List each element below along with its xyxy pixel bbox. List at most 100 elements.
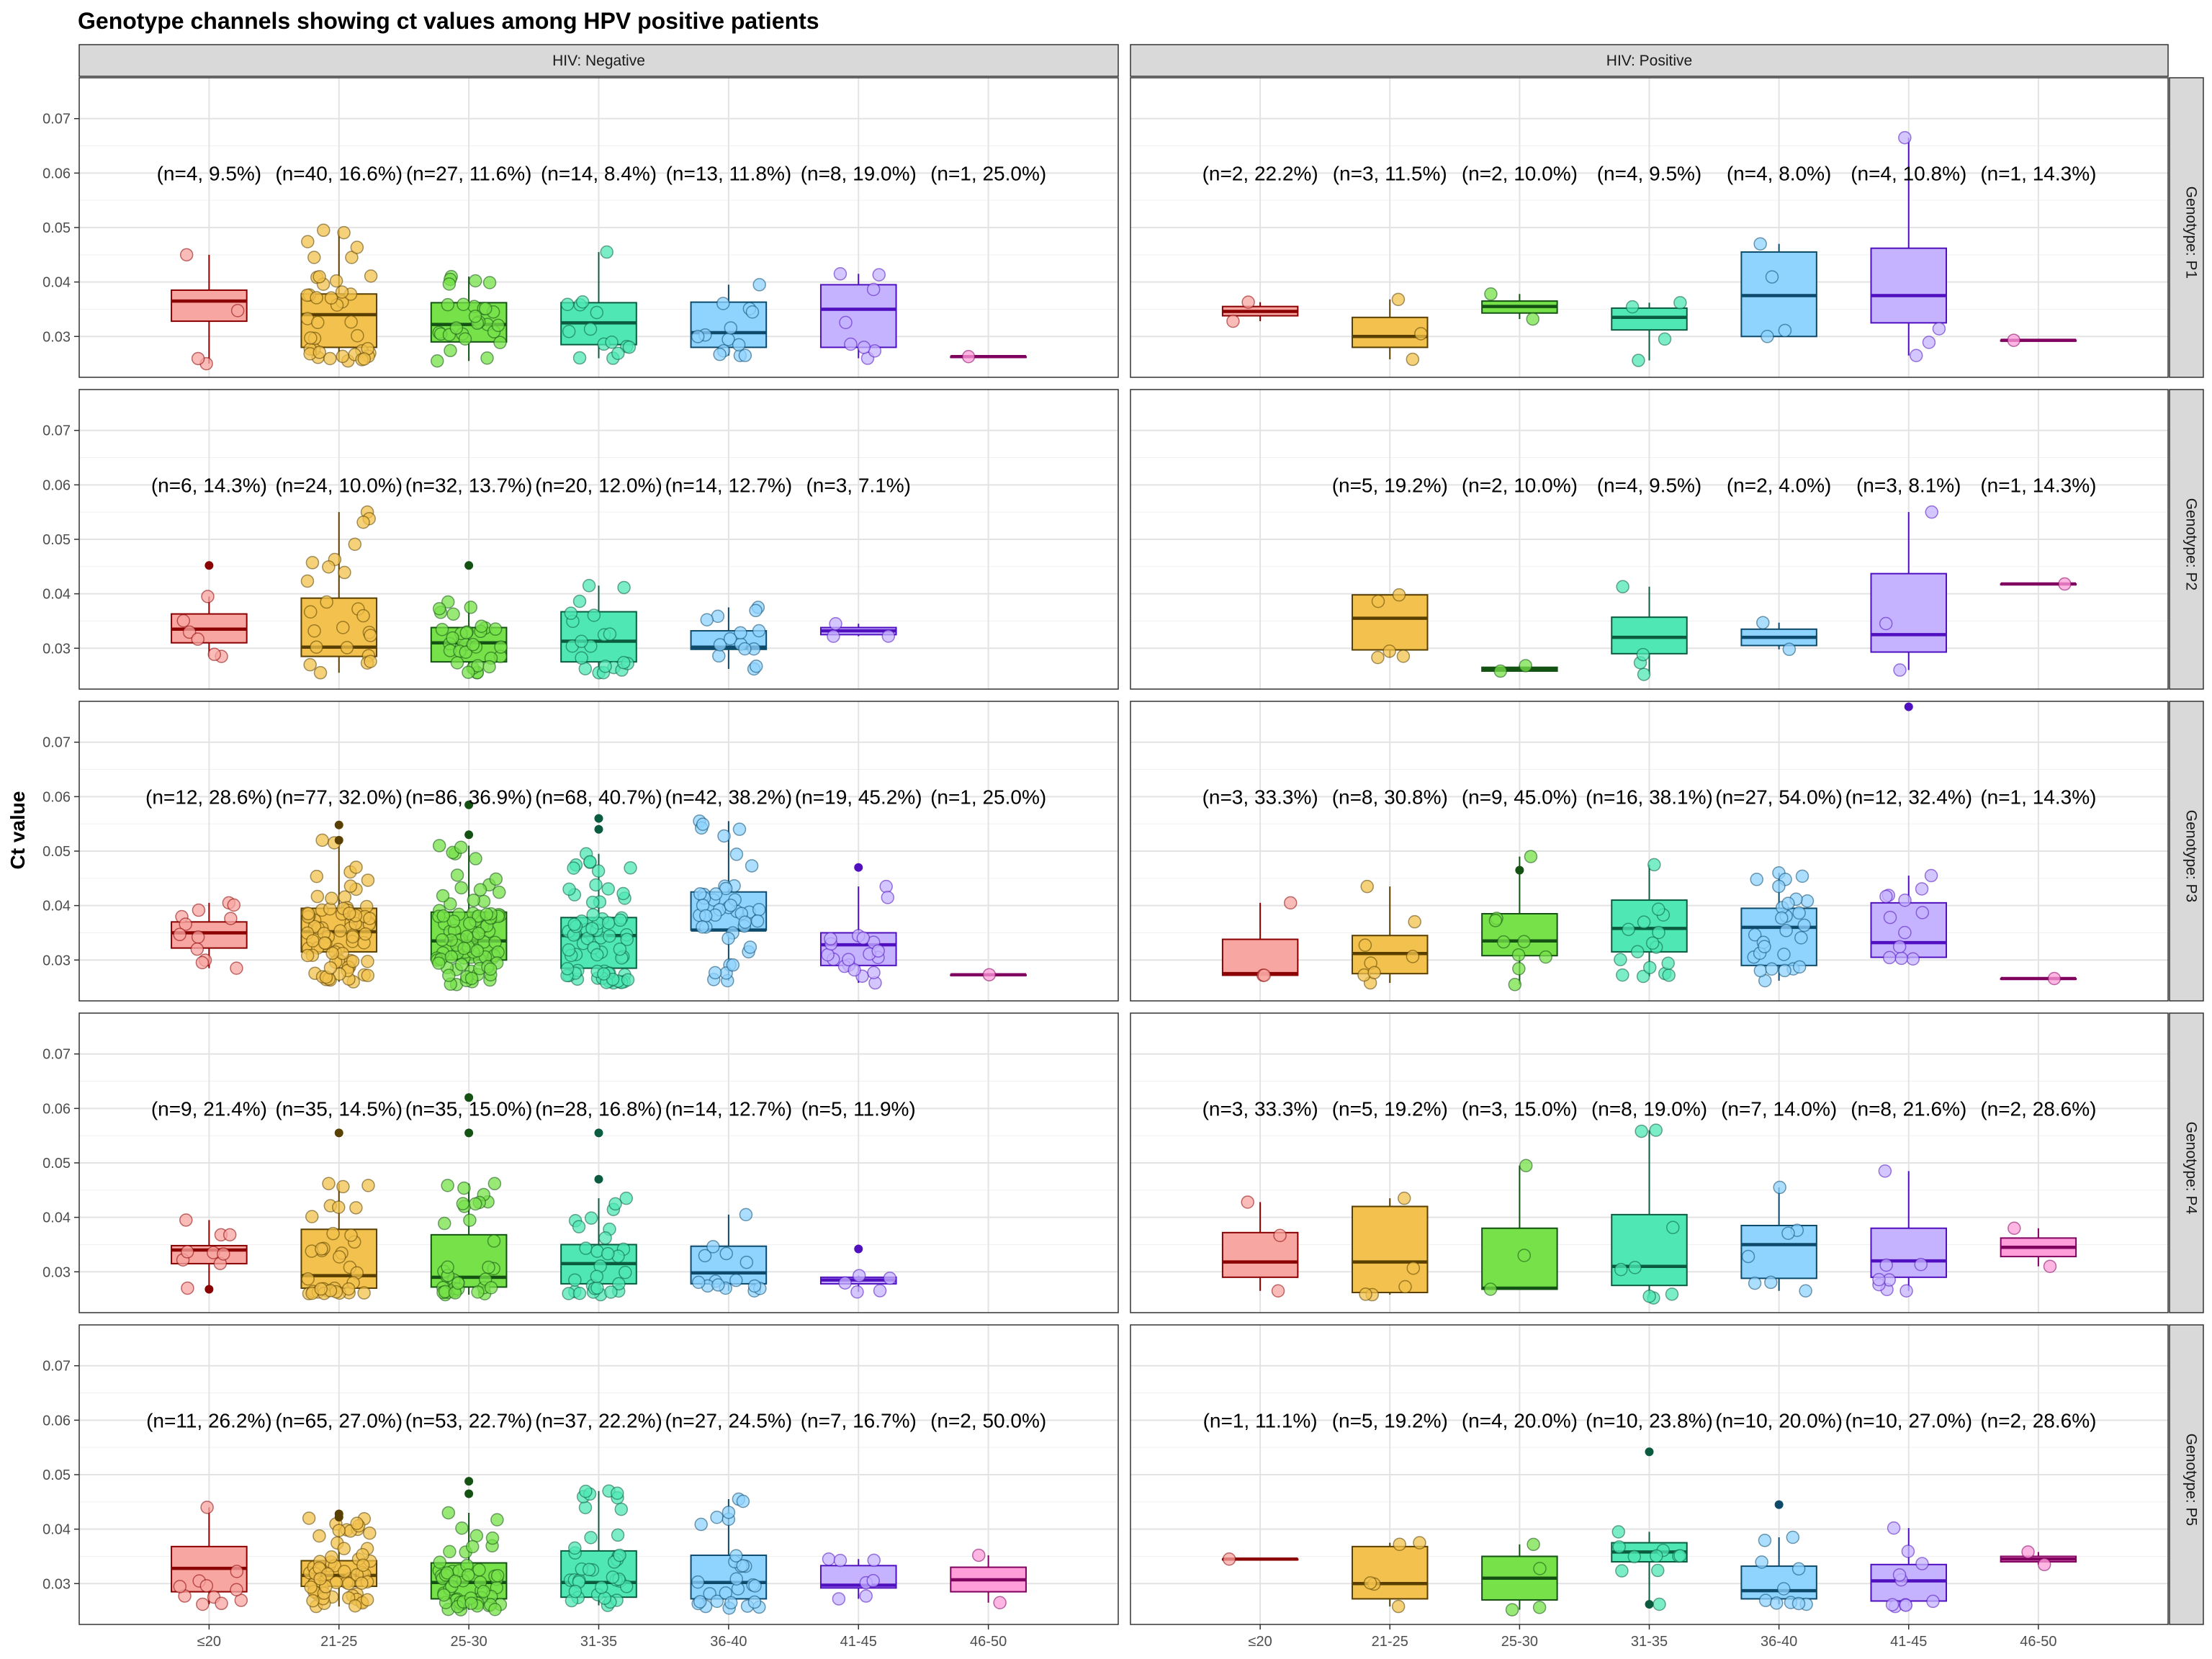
- data-point: [608, 1197, 622, 1211]
- data-point: [1241, 295, 1255, 309]
- data-point: [1392, 588, 1406, 602]
- data-point: [1879, 1258, 1893, 1272]
- count-annotation: (n=27, 54.0%): [1715, 786, 1843, 808]
- data-point: [560, 962, 575, 976]
- data-point: [2021, 1545, 2035, 1559]
- count-annotation: (n=27, 24.5%): [665, 1409, 793, 1431]
- data-point: [1665, 1287, 1679, 1301]
- data-point: [613, 1548, 626, 1563]
- data-point: [743, 940, 757, 954]
- data-point: [1781, 896, 1795, 910]
- data-point: [215, 1596, 228, 1611]
- data-point: [1906, 952, 1920, 966]
- facet-panel: (n=4, 9.5%) (n=40, 16.6%) (n=27, 11.6%) (n=…: [78, 77, 1119, 378]
- data-point: [1872, 1272, 1886, 1287]
- data-point: [1358, 938, 1372, 952]
- data-point: [336, 621, 350, 634]
- x-tick-label: 41-45: [1890, 1634, 1927, 1650]
- data-point: [1241, 1195, 1254, 1209]
- data-point: [587, 608, 601, 622]
- data-point: [323, 351, 337, 366]
- data-point: [1932, 322, 1946, 336]
- data-point: [191, 930, 205, 944]
- data-point: [1652, 925, 1665, 940]
- data-point: [1496, 935, 1511, 949]
- y-tick-label: 0.04: [42, 899, 71, 914]
- data-point: [302, 1511, 316, 1525]
- outlier-point: [334, 1512, 343, 1521]
- count-annotation: (n=1, 11.1%): [1203, 1409, 1318, 1431]
- data-point: [604, 1285, 618, 1299]
- data-point: [1894, 951, 1908, 966]
- y-tick-label: 0.03: [42, 329, 71, 345]
- data-point: [2047, 971, 2062, 986]
- count-annotation: (n=35, 14.5%): [275, 1097, 403, 1120]
- count-annotation: (n=3, 33.3%): [1202, 786, 1318, 808]
- data-point: [361, 1179, 375, 1192]
- data-point: [336, 349, 350, 364]
- data-point: [1758, 1534, 1772, 1547]
- data-point: [749, 603, 763, 618]
- data-point: [1753, 237, 1767, 251]
- data-point: [560, 297, 575, 311]
- data-point: [344, 1228, 358, 1242]
- data-point: [305, 556, 320, 570]
- y-tick-label: 0.06: [42, 1101, 71, 1117]
- data-point: [456, 1197, 470, 1210]
- count-annotation: (n=2, 50.0%): [930, 1409, 1046, 1431]
- count-annotation: (n=65, 27.0%): [275, 1409, 403, 1431]
- y-tick-label: 0.05: [42, 1467, 71, 1483]
- outlier-point: [204, 561, 214, 570]
- data-point: [1673, 296, 1687, 310]
- count-annotation: (n=1, 25.0%): [930, 162, 1046, 184]
- count-annotation: (n=4, 9.5%): [1597, 162, 1702, 184]
- data-point: [579, 1241, 593, 1255]
- data-point: [622, 340, 637, 354]
- data-point: [833, 1553, 848, 1568]
- data-point: [326, 1226, 340, 1241]
- data-point: [337, 225, 351, 240]
- count-annotation: (n=6, 14.3%): [151, 474, 267, 496]
- data-point: [357, 352, 372, 366]
- data-point: [1778, 963, 1791, 978]
- data-point: [300, 574, 315, 588]
- data-point: [844, 337, 858, 351]
- data-point: [432, 839, 446, 853]
- data-point: [446, 607, 460, 621]
- data-point: [839, 315, 853, 330]
- data-point: [457, 1181, 471, 1195]
- y-tick-label: 0.06: [42, 166, 71, 181]
- data-point: [313, 346, 326, 359]
- data-point: [432, 956, 446, 970]
- count-annotation: (n=3, 7.1%): [806, 474, 911, 496]
- outlier-point: [594, 1128, 603, 1138]
- data-point: [355, 1576, 369, 1591]
- data-point: [871, 944, 885, 958]
- data-point: [441, 297, 455, 312]
- data-point: [350, 1516, 364, 1530]
- column-strip-label: HIV: Positive: [1606, 53, 1692, 69]
- data-point: [601, 882, 615, 896]
- data-point: [435, 933, 449, 947]
- data-point: [1517, 935, 1531, 948]
- outlier-point: [854, 863, 863, 872]
- facet-panel: (n=1, 11.1%) (n=5, 19.2%) (n=4, 20.0%) (n=1…: [1130, 1324, 2169, 1625]
- data-point: [611, 346, 625, 360]
- y-tick-label: 0.04: [42, 1522, 71, 1538]
- box: [819, 284, 897, 349]
- data-point: [1371, 594, 1385, 608]
- data-point: [585, 895, 600, 909]
- row-strip: [2169, 389, 2204, 690]
- data-point: [613, 913, 627, 927]
- data-point: [1616, 580, 1629, 594]
- data-point: [879, 879, 893, 894]
- row-strip: [2169, 1012, 2204, 1313]
- count-annotation: (n=3, 33.3%): [1202, 1097, 1318, 1120]
- data-point: [472, 927, 486, 940]
- data-point: [442, 277, 457, 291]
- data-point: [217, 1247, 230, 1261]
- count-annotation: (n=77, 32.0%): [275, 786, 403, 808]
- count-annotation: (n=1, 14.3%): [1980, 786, 2096, 808]
- data-point: [614, 1502, 629, 1516]
- data-point: [346, 954, 360, 968]
